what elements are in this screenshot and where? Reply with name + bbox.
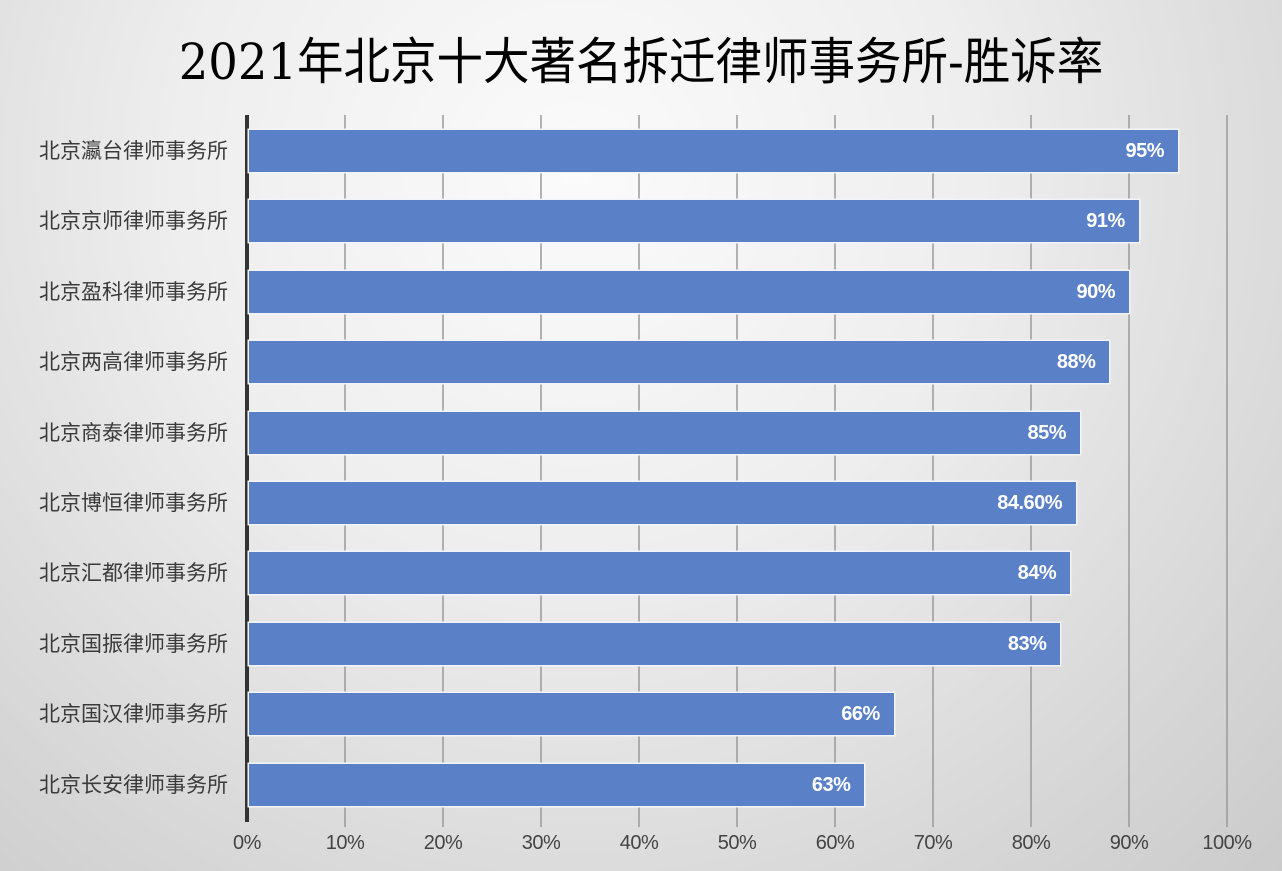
bar: 95% [249, 130, 1178, 172]
bar: 83% [249, 622, 1061, 665]
category-label: 北京国汉律师事务所 [39, 702, 228, 727]
gridline [540, 115, 542, 827]
category-axis-line [245, 115, 249, 822]
gridline [1128, 115, 1130, 827]
x-tick-label: 30% [521, 832, 561, 854]
x-tick-label: 70% [913, 832, 953, 854]
bar-value-label: 84.60% [997, 492, 1063, 514]
bar-value-label: 90% [1076, 280, 1115, 303]
bar-value-label: 85% [1027, 421, 1066, 444]
x-tick-label: 20% [423, 832, 463, 854]
bar: 88% [249, 341, 1110, 384]
gridline [932, 115, 934, 827]
x-tick-label: 100% [1202, 832, 1252, 854]
gridline [736, 115, 738, 827]
x-tick-label: 10% [325, 832, 365, 854]
gridline [442, 115, 444, 827]
gridline [1226, 115, 1228, 827]
category-label: 北京瀛台律师事务所 [39, 139, 228, 163]
x-tick-label: 40% [619, 832, 659, 854]
gridline [834, 115, 836, 827]
category-label: 北京博恒律师事务所 [39, 491, 228, 515]
bar: 84% [249, 552, 1071, 595]
category-label: 北京商泰律师事务所 [39, 420, 228, 445]
category-label: 北京国振律师事务所 [39, 631, 228, 656]
category-label: 北京汇都律师事务所 [39, 561, 228, 586]
category-label: 北京两高律师事务所 [39, 350, 228, 375]
bar-value-label: 91% [1086, 210, 1125, 233]
bar-value-label: 63% [811, 773, 851, 796]
bar-value-label: 88% [1056, 351, 1096, 374]
gridline [638, 115, 640, 827]
gridline [1030, 115, 1032, 827]
bar: 85% [249, 411, 1080, 454]
bar-value-label: 66% [841, 703, 880, 726]
gridline [344, 115, 346, 827]
x-tick-label: 90% [1109, 832, 1149, 854]
x-tick-label: 0% [233, 832, 261, 854]
category-label: 北京长安律师事务所 [39, 772, 228, 797]
x-tick-label: 60% [815, 832, 855, 854]
bar: 66% [249, 693, 894, 736]
plot-area [247, 115, 1228, 827]
bar-value-label: 83% [1007, 632, 1047, 655]
bar-value-label: 95% [1125, 140, 1164, 162]
x-tick-label: 50% [717, 832, 757, 854]
bar: 84.60% [249, 482, 1077, 524]
bar: 90% [249, 270, 1129, 313]
x-tick-label: 80% [1011, 832, 1051, 854]
bar: 63% [249, 763, 865, 806]
bar-value-label: 84% [1017, 562, 1057, 585]
chart-title: 2021年北京十大著名拆迁律师事务所-胜诉率 [178, 33, 1104, 91]
bar: 91% [249, 200, 1139, 243]
category-label: 北京京师律师事务所 [39, 209, 228, 234]
category-label: 北京盈科律师事务所 [39, 279, 228, 304]
